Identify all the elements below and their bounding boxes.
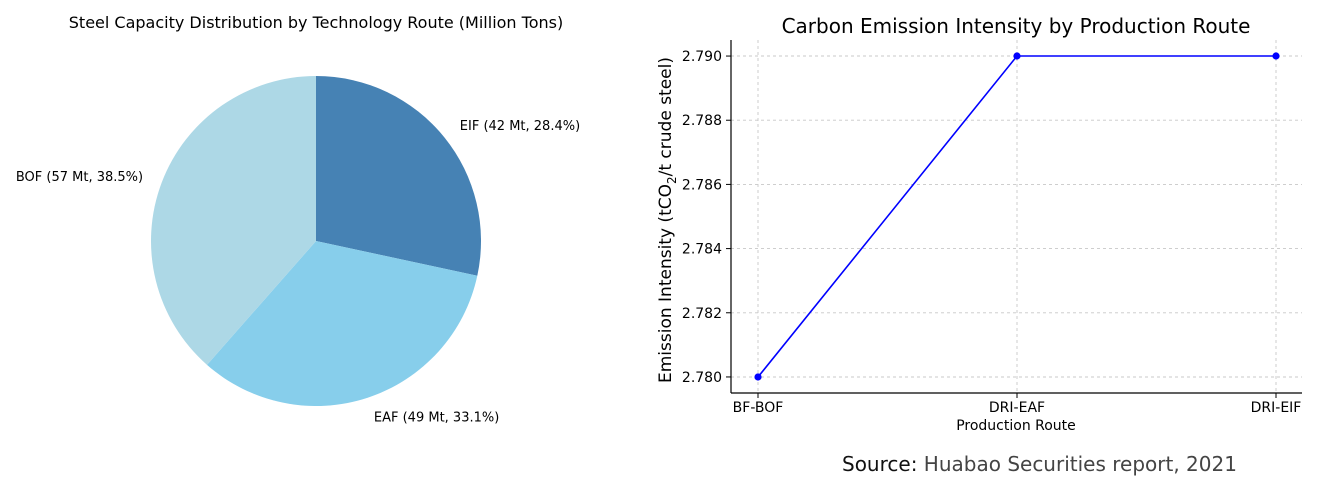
line-chart-title: Carbon Emission Intensity by Production … <box>782 14 1251 38</box>
pie-slice <box>206 241 478 407</box>
pie-chart: Steel Capacity Distribution by Technolog… <box>16 13 580 426</box>
x-axis-label: Production Route <box>956 418 1076 434</box>
line-series <box>754 52 1280 381</box>
y-tick-label: 2.790 <box>682 49 722 65</box>
pie-slice-label: EAF (49 Mt, 33.1%) <box>374 411 499 426</box>
line-grid <box>731 40 1302 393</box>
y-axis-label-part-2: /t crude steel) <box>656 57 676 176</box>
pie-labels: EIF (42 Mt, 28.4%) EAF (49 Mt, 33.1%) BOF … <box>16 119 580 426</box>
source-text: Huabao Securities report, 2021 <box>923 452 1237 476</box>
source-note: Source: Huabao Securities report, 2021 <box>842 452 1237 476</box>
y-axis-label-part-1: Emission Intensity (tCO <box>656 184 676 383</box>
y-axis-label-subscript: 2 <box>665 176 679 184</box>
y-tick-label: 2.782 <box>682 306 722 322</box>
x-tick-label: DRI-EAF <box>989 400 1045 416</box>
series-point <box>1013 52 1021 60</box>
y-tick-label: 2.786 <box>682 177 722 193</box>
line-axes <box>730 40 1302 394</box>
pie-slice <box>316 76 482 276</box>
x-tick-labels: BF-BOF DRI-EAF DRI-EIF <box>733 393 1302 416</box>
source-prefix: Source: <box>842 452 918 476</box>
y-tick-label: 2.780 <box>682 370 722 386</box>
pie-slices <box>151 76 482 407</box>
y-tick-labels: 2.780 2.782 2.784 2.786 2.788 2.790 <box>682 49 731 386</box>
y-axis-label: Emission Intensity (tCO2/t crude steel) <box>656 57 679 383</box>
series-point <box>1272 52 1280 60</box>
y-tick-label: 2.788 <box>682 113 722 129</box>
y-tick-label: 2.784 <box>682 242 722 258</box>
line-chart: Carbon Emission Intensity by Production … <box>656 14 1302 434</box>
pie-chart-title: Steel Capacity Distribution by Technolog… <box>69 13 563 32</box>
series-point <box>754 373 762 381</box>
pie-slice-label: EIF (42 Mt, 28.4%) <box>460 119 580 134</box>
pie-slice-label: BOF (57 Mt, 38.5%) <box>16 170 143 185</box>
x-tick-label: DRI-EIF <box>1251 400 1302 416</box>
pie-slice <box>151 76 316 365</box>
x-tick-label: BF-BOF <box>733 400 784 416</box>
